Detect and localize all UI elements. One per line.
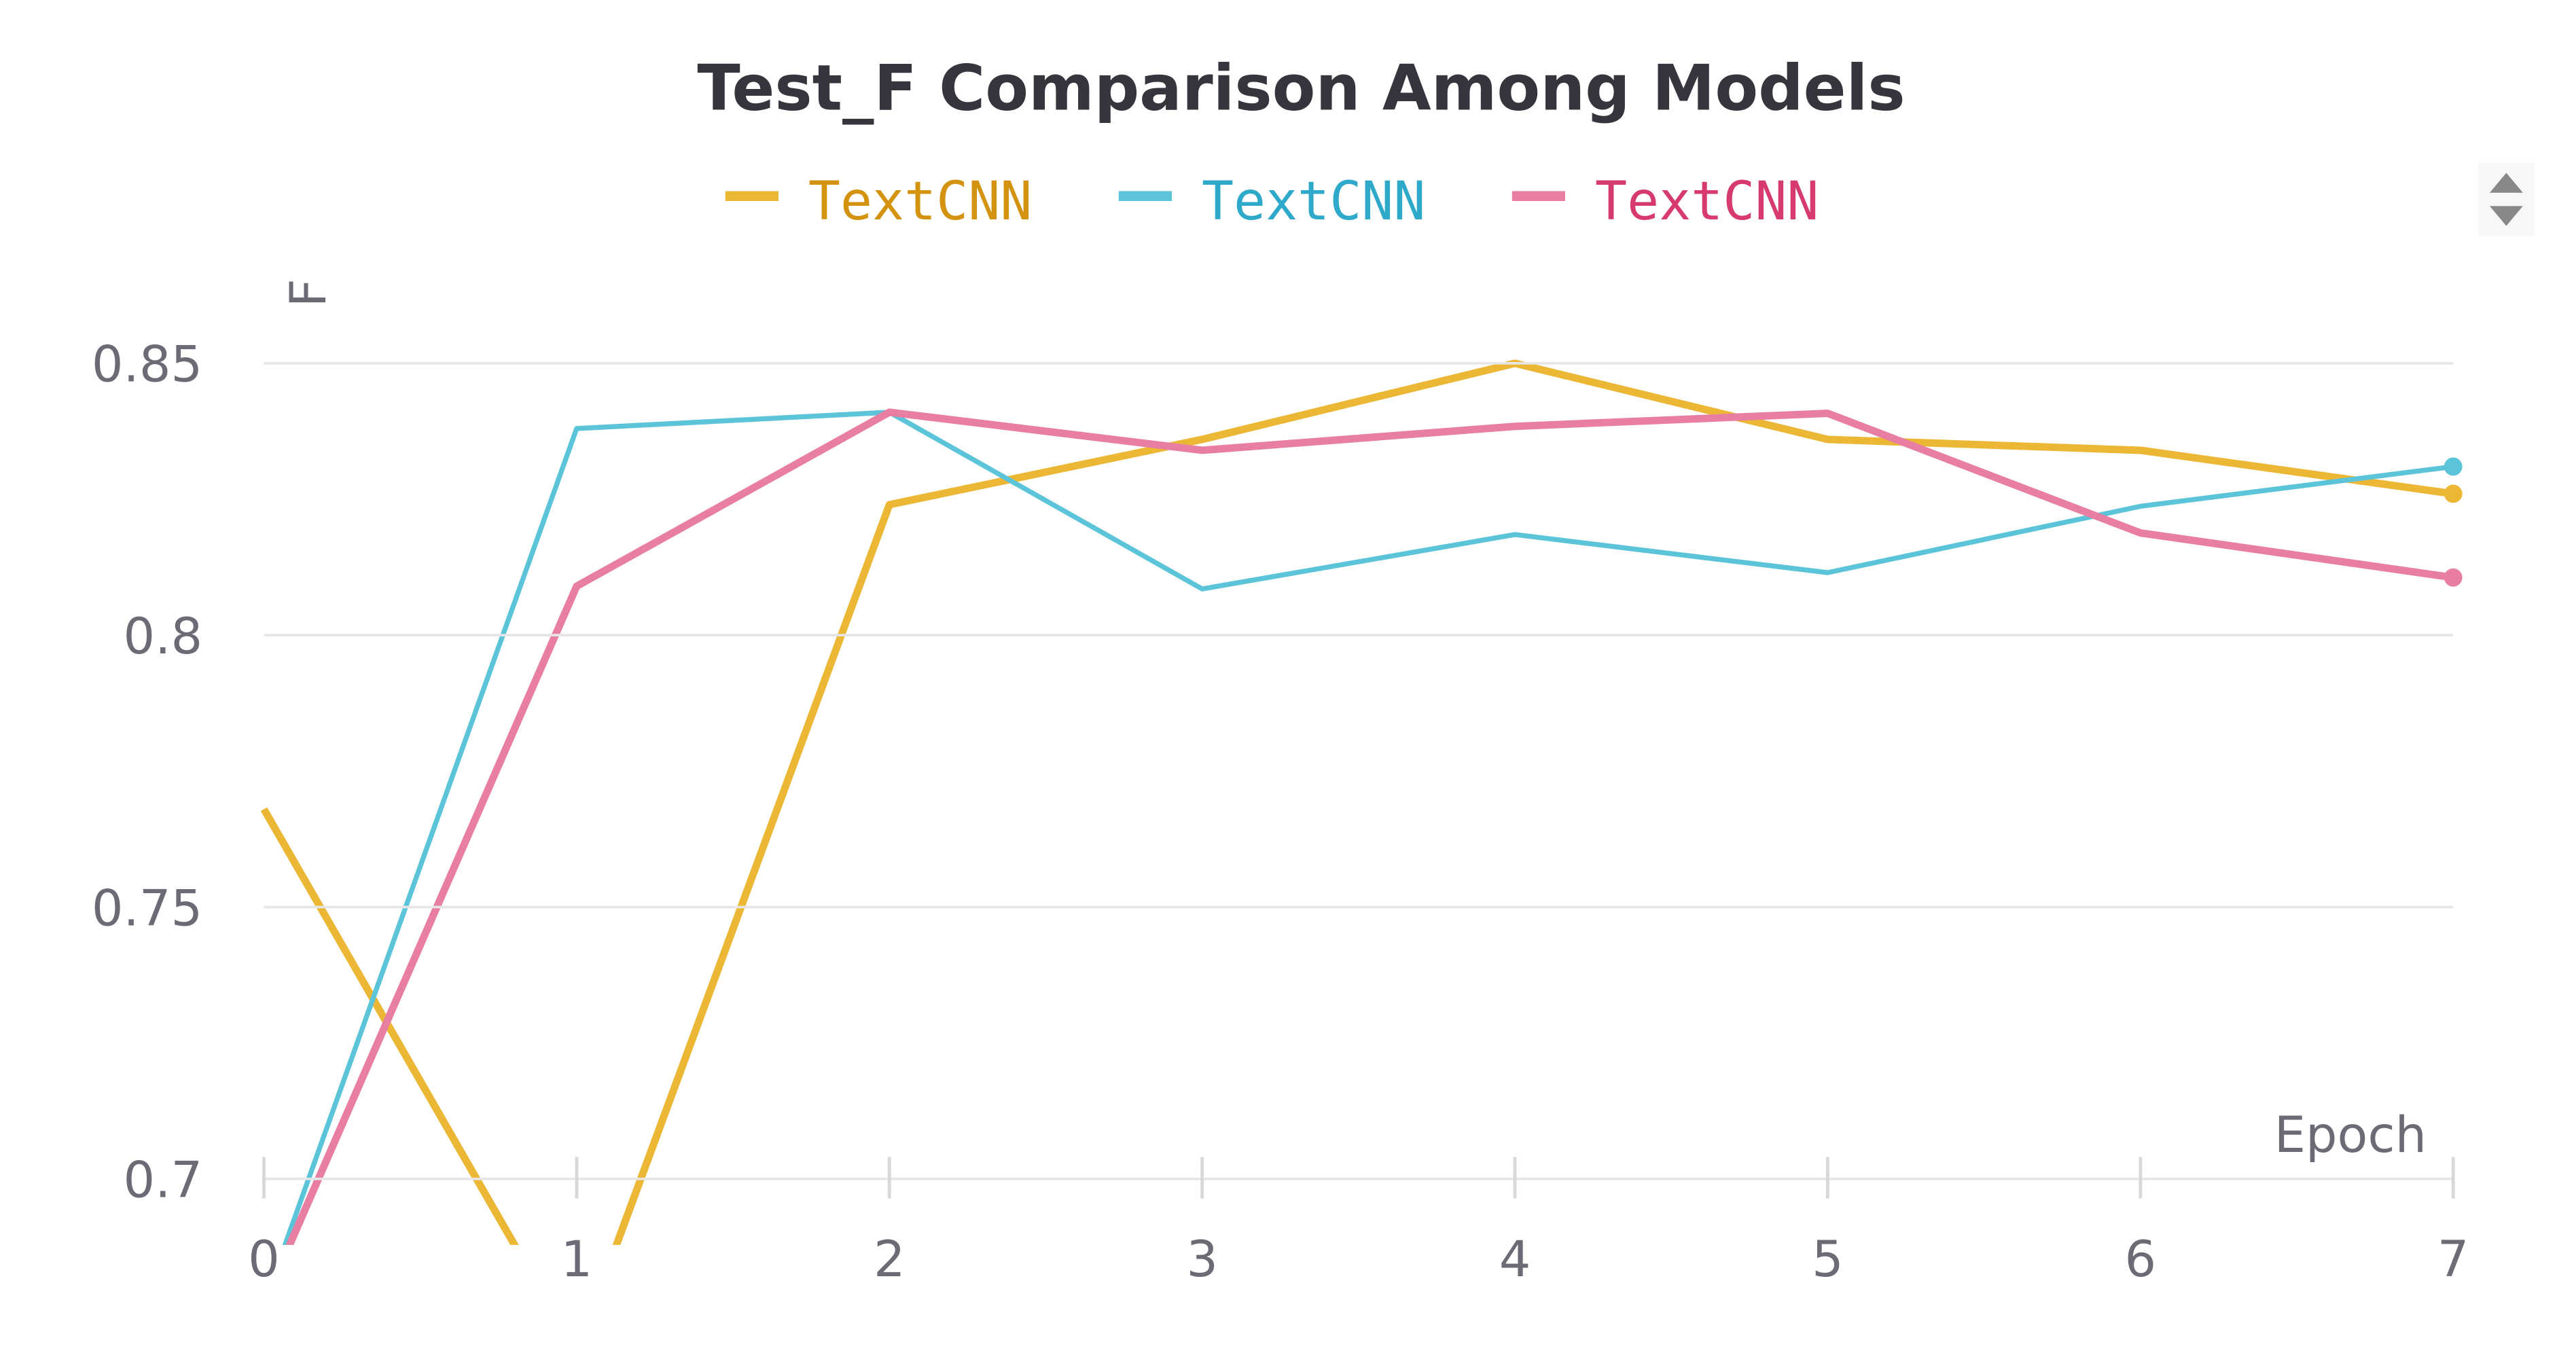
x-tick-label: 7 xyxy=(2437,1231,2469,1288)
x-tick-label: 3 xyxy=(1186,1231,1218,1288)
series-line xyxy=(260,359,2454,1245)
scroll-arrows[interactable] xyxy=(2477,162,2535,236)
legend-label: TextCNN xyxy=(808,170,1032,232)
legend-label: TextCNN xyxy=(1595,170,1819,232)
y-axis-label: F xyxy=(280,278,338,307)
x-tick-label: 0 xyxy=(248,1231,280,1288)
legend-item: TextCNN xyxy=(1118,170,1425,232)
x-tick-label: 1 xyxy=(561,1231,593,1288)
plot-area xyxy=(260,359,2454,1245)
end-point xyxy=(2444,484,2463,503)
series-line xyxy=(285,408,2454,1245)
x-tick-label: 4 xyxy=(1499,1231,1531,1288)
x-tick-label: 2 xyxy=(874,1231,906,1288)
chart-title: Test_F Comparison Among Models xyxy=(697,52,1905,125)
legend-label: TextCNN xyxy=(1202,170,1425,232)
legend-item: TextCNN xyxy=(1511,170,1819,232)
y-tick-label: 0.75 xyxy=(92,880,202,937)
end-point xyxy=(2444,568,2463,587)
series-line xyxy=(282,410,2454,1245)
x-tick-label: 5 xyxy=(1812,1231,1844,1288)
y-tick-label: 0.7 xyxy=(124,1152,203,1210)
legend-item: TextCNN xyxy=(725,170,1032,232)
x-axis-label: Epoch xyxy=(2274,1106,2427,1164)
y-tick-label: 0.85 xyxy=(92,336,202,394)
end-point xyxy=(2444,457,2463,476)
x-tick-label: 6 xyxy=(2124,1231,2156,1288)
y-tick-label: 0.8 xyxy=(124,608,203,666)
